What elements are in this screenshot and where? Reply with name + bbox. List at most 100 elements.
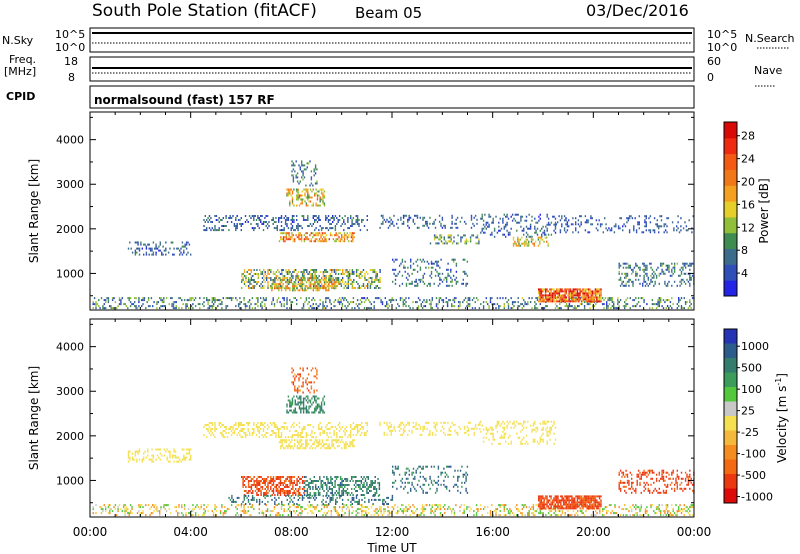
- echo-cell: [256, 283, 258, 285]
- echo-cell: [230, 217, 233, 219]
- echo-cell: [330, 488, 332, 490]
- echo-cell: [666, 217, 668, 220]
- echo-cell: [184, 245, 186, 248]
- echo-cell: [267, 476, 269, 478]
- echo-cell: [557, 288, 559, 291]
- echo-cell: [310, 283, 312, 286]
- echo-cell: [214, 227, 216, 230]
- echo-cell: [587, 507, 590, 510]
- echo-cell: [597, 290, 599, 293]
- echo-cell: [587, 296, 590, 299]
- echo-cell: [283, 275, 286, 277]
- echo-cell: [322, 285, 324, 288]
- echo-cell: [673, 268, 676, 271]
- echo-cell: [136, 512, 139, 515]
- echo-cell: [361, 510, 363, 513]
- echo-cell: [550, 288, 552, 291]
- echo-cell: [666, 512, 669, 515]
- echo-cell: [287, 504, 290, 507]
- echo-cell: [429, 216, 431, 219]
- echo-cell: [325, 307, 327, 310]
- echo-cell: [622, 280, 625, 283]
- echo-cell: [167, 504, 169, 507]
- echo-cell: [324, 236, 326, 239]
- echo-cell: [644, 284, 647, 287]
- echo-cell: [262, 514, 265, 517]
- echo-cell: [283, 305, 285, 308]
- echo-cell: [307, 512, 309, 515]
- echo-cell: [280, 289, 283, 292]
- echo-cell: [534, 307, 536, 310]
- echo-cell: [323, 285, 326, 288]
- echo-cell: [310, 281, 312, 284]
- echo-cell: [358, 512, 360, 515]
- colorbar-tick-label: 16: [741, 198, 755, 211]
- echo-cell: [305, 297, 308, 300]
- echo-cell: [540, 495, 543, 498]
- echo-cell: [544, 296, 547, 299]
- echo-cell: [105, 510, 107, 513]
- echo-cell: [455, 226, 457, 229]
- echo-cell: [405, 514, 407, 517]
- echo-cell: [242, 482, 244, 484]
- echo-cell: [417, 297, 420, 300]
- echo-cell: [464, 272, 466, 275]
- echo-cell: [236, 504, 238, 507]
- echo-cell: [275, 285, 277, 287]
- echo-cell: [353, 271, 355, 273]
- echo-cell: [341, 217, 344, 219]
- echo-cell: [597, 505, 599, 508]
- echo-cell: [305, 484, 307, 486]
- echo-cell: [128, 299, 130, 302]
- echo-cell: [453, 240, 455, 243]
- echo-cell: [517, 240, 519, 243]
- echo-cell: [267, 271, 269, 273]
- echo-cell: [349, 273, 351, 275]
- echo-cell: [653, 217, 656, 220]
- echo-cell: [298, 289, 301, 292]
- echo-cell: [355, 219, 357, 221]
- echo-cell: [546, 229, 548, 232]
- echo-cell: [525, 219, 528, 222]
- echo-cell: [593, 497, 595, 500]
- echo-cell: [107, 297, 110, 300]
- echo-cell: [554, 514, 557, 517]
- echo-cell: [503, 510, 505, 513]
- echo-cell: [642, 231, 645, 234]
- echo-cell: [293, 283, 295, 286]
- echo-cell: [320, 192, 323, 195]
- echo-cell: [540, 497, 543, 500]
- echo-cell: [646, 282, 648, 285]
- echo-cell: [559, 219, 562, 222]
- echo-cell: [369, 269, 372, 271]
- echo-cell: [371, 480, 374, 482]
- echo-cell: [353, 281, 355, 283]
- echo-cell: [551, 501, 554, 504]
- echo-cell: [648, 217, 650, 220]
- echo-cell: [295, 234, 297, 237]
- echo-cell: [559, 231, 562, 234]
- echo-cell: [151, 249, 153, 252]
- echo-cell: [444, 512, 446, 515]
- y-tick-label: 1000: [56, 267, 84, 280]
- echo-cell: [265, 297, 267, 300]
- echo-cell: [507, 231, 510, 234]
- echo-cell: [335, 271, 337, 273]
- echo-cell: [301, 162, 303, 165]
- echo-cell: [412, 510, 414, 513]
- echo-cell: [292, 180, 295, 183]
- echo-cell: [100, 297, 103, 300]
- echo-cell: [489, 301, 492, 304]
- echo-cell: [301, 275, 304, 277]
- echo-cell: [401, 504, 403, 507]
- echo-cell: [551, 503, 554, 506]
- echo-cell: [336, 217, 338, 219]
- echo-cell: [389, 216, 391, 219]
- echo-cell: [591, 223, 593, 226]
- echo-cell: [155, 251, 157, 254]
- echo-cell: [316, 232, 318, 235]
- echo-cell: [446, 276, 448, 279]
- echo-cell: [127, 456, 130, 459]
- echo-cell: [183, 249, 185, 252]
- echo-cell: [583, 501, 585, 504]
